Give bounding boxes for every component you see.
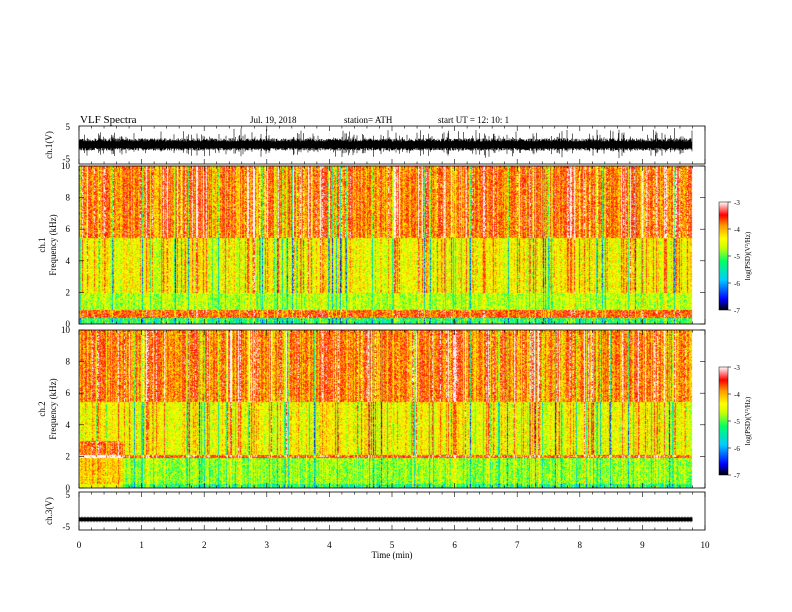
ch1-colorbar-tick-label: -3 (734, 199, 740, 207)
ch1-ytick-bottom: -5 (63, 154, 71, 164)
time-tick-label: 4 (327, 540, 332, 550)
ch2-colorbar-tick-label: -6 (734, 445, 740, 453)
ch3-ytick-top: 5 (66, 490, 71, 500)
ch1-spectrogram-time-ticks (78, 166, 706, 324)
time-tick-label: 7 (515, 540, 520, 550)
time-axis-tick-labels: 0 1 2 3 4 5 6 7 8 9 10 (77, 540, 710, 550)
ch2-colorbar-tick-label: -7 (734, 472, 740, 480)
ch2-colorbar-ticks: -3 -4 -5 -6 -7 (728, 364, 740, 480)
ch2-frequency-tick-label: 0 (66, 483, 71, 493)
ch2-colorbar-gradient (718, 366, 729, 476)
ch2-frequency-tick-label: 2 (66, 451, 71, 461)
ch3-waveform-frame (78, 491, 706, 531)
ch3-waveform-ticks (78, 492, 706, 530)
ch1-waveform-ticks (78, 126, 706, 164)
ch1-frequency-tick-label: 6 (66, 224, 71, 234)
ch1-ytick-top: 5 (66, 122, 71, 132)
ch1-frequency-tick-label: 2 (66, 287, 71, 297)
ch2-frequency-tick-label: 6 (66, 388, 71, 398)
ch2-spectrogram-panel: 0 2 4 6 8 10 ch.2 Frequency (kHz) (37, 325, 706, 493)
start-time-label: start UT = 12: 10: 1 (438, 115, 509, 125)
ch3-waveform-panel: 5 -5 ch.3(V) (44, 490, 706, 532)
ch3-waveform-line (79, 517, 693, 522)
ch1-colorbar-tick-label: -5 (734, 253, 740, 261)
ch1-spectrogram-image (79, 166, 705, 324)
ch1-frequency-ticks: 0 2 4 6 8 10 (61, 161, 705, 329)
ch3-waveform-ylabel: ch.3(V) (44, 497, 54, 525)
ch1-colorbar-tick-label: -4 (734, 226, 740, 234)
time-tick-label: 0 (77, 540, 82, 550)
ch1-colorbar-tick-label: -7 (734, 307, 740, 315)
time-tick-label: 2 (202, 540, 207, 550)
ch1-colorbar-gradient (718, 201, 729, 311)
ch2-frequency-ticks: 0 2 4 6 8 10 (61, 325, 705, 493)
ch3-ytick-bottom: -5 (63, 522, 71, 532)
ch2-colorbar-tick-label: -3 (734, 364, 740, 372)
ch1-waveform-ylabel: ch.1(V) (44, 131, 54, 159)
ch2-spectrogram-ylabel: Frequency (kHz) (48, 378, 58, 439)
ch1-colorbar-label: log(PSD)(V²/Hz) (744, 231, 752, 280)
ch1-waveform-line (78, 128, 693, 159)
ch1-waveform-trace (78, 128, 693, 159)
date-label: Jul. 19, 2018 (250, 115, 297, 125)
ch2-frequency-tick-label: 4 (66, 420, 71, 430)
ch2-frequency-tick-label: 8 (66, 357, 71, 367)
ch2-spectrogram-image (79, 330, 705, 488)
time-tick-label: 1 (139, 540, 144, 550)
ch1-frequency-tick-label: 4 (66, 256, 71, 266)
time-tick-label: 5 (390, 540, 395, 550)
time-tick-label: 8 (578, 540, 583, 550)
ch1-waveform-panel: 5 -5 ch.1(V) (44, 122, 706, 165)
ch1-frequency-tick-label: 0 (66, 319, 71, 329)
ch2-colorbar-tick-label: -5 (734, 418, 740, 426)
time-tick-label: 6 (452, 540, 457, 550)
ch2-colorbar-label: log(PSD)(V²/Hz) (744, 396, 752, 445)
ch1-colorbar-ticks: -3 -4 -5 -6 -7 (728, 199, 740, 315)
ch3-waveform-trace (78, 516, 693, 523)
time-tick-label: 3 (265, 540, 270, 550)
ch1-colorbar-tick-label: -6 (734, 280, 740, 288)
ch1-spectrogram-panel: 0 2 4 6 8 10 ch.1 Frequency (kHz) (37, 161, 706, 329)
ch2-frequency-tick-label: 10 (61, 325, 71, 335)
ch1-colorbar: -3 -4 -5 -6 -7 log(PSD)(V²/Hz) (718, 199, 752, 315)
ch2-spectrogram-ylabel-channel: ch.2 (37, 401, 47, 416)
ch1-frequency-tick-label: 8 (66, 193, 71, 203)
ch1-frequency-tick-label: 10 (61, 161, 71, 171)
time-tick-label: 10 (701, 540, 711, 550)
ch1-spectrogram-ylabel: Frequency (kHz) (48, 214, 58, 275)
ch2-spectrogram-time-ticks (78, 330, 706, 488)
figure-title: VLF Spectra (80, 114, 137, 126)
ch2-colorbar: -3 -4 -5 -6 -7 log(PSD)(V²/Hz) (718, 364, 752, 480)
ch2-colorbar-tick-label: -4 (734, 391, 740, 399)
station-label: station= ATH (344, 115, 393, 125)
time-tick-label: 9 (640, 540, 645, 550)
ch1-spectrogram-ylabel-channel: ch.1 (37, 237, 47, 252)
time-axis-label: Time (min) (372, 550, 413, 560)
